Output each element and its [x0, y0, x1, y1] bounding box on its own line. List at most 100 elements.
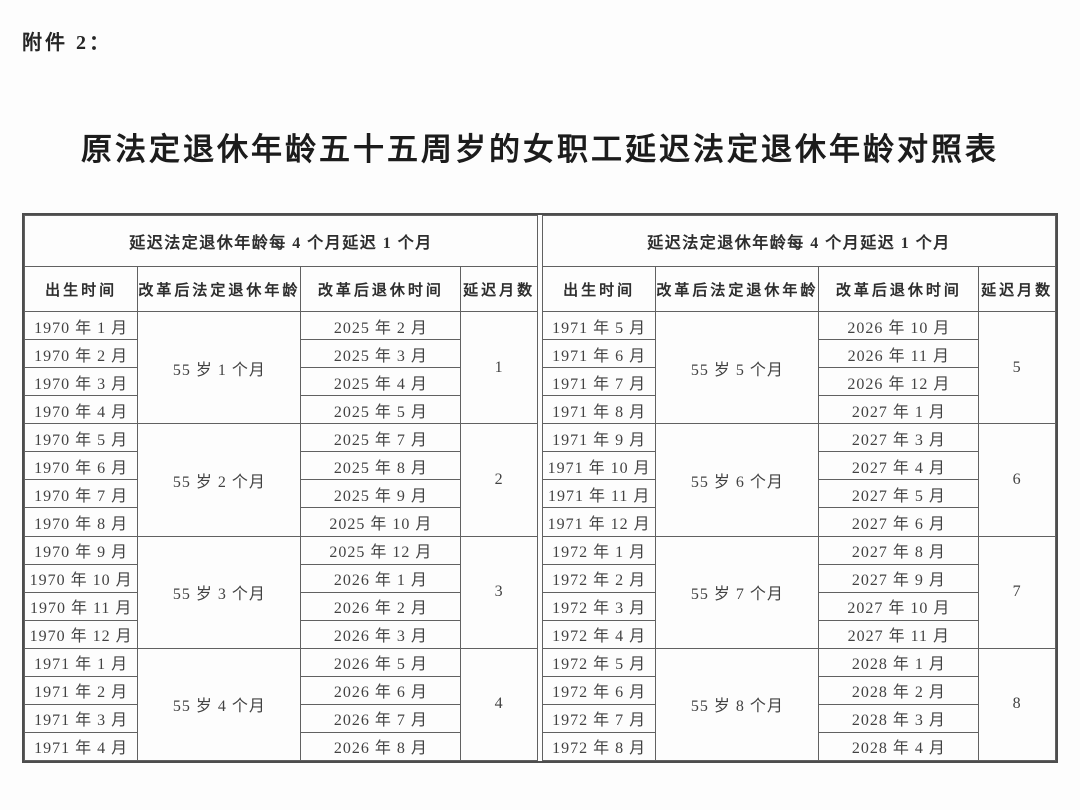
birth-month-cell: 1971 年 9 月 — [541, 423, 657, 453]
table-row: 1972 年 7 月 2028 年 3 月 — [541, 703, 1056, 733]
column-header-reform-retire-time: 改革后退休时间 — [818, 266, 980, 312]
retirement-time-cell: 2025 年 2 月 — [300, 310, 462, 341]
table-row: 1972 年 6 月 2028 年 2 月 — [541, 675, 1056, 705]
delay-months-cell: 2 — [460, 423, 538, 537]
retirement-time-cell: 2027 年 4 月 — [818, 451, 980, 481]
table-row: 1971 年 2 月 2026 年 6 月 — [23, 675, 538, 705]
retirement-time-cell: 2027 年 11 月 — [818, 619, 980, 649]
retirement-time-cell: 2027 年 1 月 — [818, 395, 980, 425]
retirement-time-cell: 2025 年 3 月 — [300, 339, 462, 369]
birth-month-cell: 1970 年 7 月 — [23, 479, 139, 509]
retirement-time-cell: 2025 年 12 月 — [300, 535, 462, 565]
birth-month-cell: 1970 年 10 月 — [23, 563, 139, 593]
retirement-table-container: 延迟法定退休年龄每 4 个月延迟 1 个月 出生时间 改革后法定退休年龄 改革后… — [22, 213, 1058, 763]
retirement-time-cell: 2025 年 9 月 — [300, 479, 462, 509]
birth-month-cell: 1971 年 7 月 — [541, 367, 657, 397]
table-row: 1970 年 7 月 2025 年 9 月 — [23, 479, 538, 509]
birth-month-cell: 1971 年 12 月 — [541, 507, 657, 537]
table-row: 1971 年 3 月 2026 年 7 月 — [23, 703, 538, 733]
retirement-time-cell: 2027 年 10 月 — [818, 591, 980, 621]
retirement-time-cell: 2025 年 10 月 — [300, 507, 462, 537]
birth-month-cell: 1971 年 11 月 — [541, 479, 657, 509]
table-row: 1970 年 4 月 2025 年 5 月 — [23, 395, 538, 425]
column-header-delay-months: 延迟月数 — [460, 266, 538, 312]
retirement-age-cell: 55 岁 7 个月 — [655, 535, 820, 649]
table-row: 1971 年 4 月 2026 年 8 月 — [23, 731, 538, 762]
birth-month-cell: 1972 年 1 月 — [541, 535, 657, 565]
table-body-right: 1971 年 5 月 55 岁 5 个月 2026 年 10 月 5 1971 年 6 … — [541, 310, 1056, 762]
retirement-time-cell: 2025 年 4 月 — [300, 367, 462, 397]
birth-month-cell: 1971 年 1 月 — [23, 647, 139, 677]
column-header-reform-retire-time: 改革后退休时间 — [300, 266, 462, 312]
birth-month-cell: 1970 年 12 月 — [23, 619, 139, 649]
delay-months-cell: 5 — [978, 310, 1056, 425]
table-row: 1970 年 2 月 2025 年 3 月 — [23, 339, 538, 369]
retirement-time-cell: 2027 年 8 月 — [818, 535, 980, 565]
table-row: 1972 年 8 月 2028 年 4 月 — [541, 731, 1056, 762]
retirement-time-cell: 2026 年 8 月 — [300, 731, 462, 762]
table-row: 1970 年 8 月 2025 年 10 月 — [23, 507, 538, 537]
table-row: 1971 年 6 月 2026 年 11 月 — [541, 339, 1056, 369]
retirement-time-cell: 2025 年 7 月 — [300, 423, 462, 453]
retirement-time-cell: 2026 年 6 月 — [300, 675, 462, 705]
table-row: 1971 年 7 月 2026 年 12 月 — [541, 367, 1056, 397]
table-row: 1971 年 12 月 2027 年 6 月 — [541, 507, 1056, 537]
birth-month-cell: 1972 年 8 月 — [541, 731, 657, 762]
group-header-row: 延迟法定退休年龄每 4 个月延迟 1 个月 — [24, 215, 538, 267]
birth-month-cell: 1970 年 5 月 — [23, 423, 139, 453]
table-row: 1970 年 6 月 2025 年 8 月 — [23, 451, 538, 481]
retirement-time-cell: 2026 年 10 月 — [818, 310, 980, 341]
page-title: 原法定退休年龄五十五周岁的女职工延迟法定退休年龄对照表 — [81, 132, 999, 167]
table-body-left: 1970 年 1 月 55 岁 1 个月 2025 年 2 月 1 1970 年 2 月… — [23, 310, 538, 762]
birth-month-cell: 1972 年 6 月 — [541, 675, 657, 705]
column-header-delay-months: 延迟月数 — [978, 266, 1056, 312]
group-header-cell: 延迟法定退休年龄每 4 个月延迟 1 个月 — [24, 215, 538, 267]
birth-month-cell: 1972 年 2 月 — [541, 563, 657, 593]
retirement-age-cell: 55 岁 6 个月 — [655, 423, 820, 537]
table-row: 1972 年 2 月 2027 年 9 月 — [541, 563, 1056, 593]
retirement-age-cell: 55 岁 2 个月 — [137, 423, 302, 537]
retirement-time-cell: 2027 年 5 月 — [818, 479, 980, 509]
group-header-cell: 延迟法定退休年龄每 4 个月延迟 1 个月 — [542, 215, 1056, 267]
column-header-reform-age: 改革后法定退休年龄 — [137, 266, 302, 312]
column-header-birth-time: 出生时间 — [541, 266, 657, 312]
retirement-time-cell: 2026 年 1 月 — [300, 563, 462, 593]
birth-month-cell: 1970 年 4 月 — [23, 395, 139, 425]
birth-month-cell: 1971 年 4 月 — [23, 731, 139, 762]
retirement-time-cell: 2026 年 5 月 — [300, 647, 462, 677]
column-header-row: 出生时间 改革后法定退休年龄 改革后退休时间 延迟月数 — [23, 266, 538, 312]
birth-month-cell: 1971 年 2 月 — [23, 675, 139, 705]
retirement-time-cell: 2026 年 12 月 — [818, 367, 980, 397]
table-row: 1970 年 12 月 2026 年 3 月 — [23, 619, 538, 649]
retirement-time-cell: 2028 年 2 月 — [818, 675, 980, 705]
retirement-time-cell: 2025 年 8 月 — [300, 451, 462, 481]
retirement-time-cell: 2025 年 5 月 — [300, 395, 462, 425]
birth-month-cell: 1971 年 5 月 — [541, 310, 657, 341]
birth-month-cell: 1972 年 5 月 — [541, 647, 657, 677]
birth-month-cell: 1970 年 6 月 — [23, 451, 139, 481]
birth-month-cell: 1971 年 6 月 — [541, 339, 657, 369]
retirement-table-right: 延迟法定退休年龄每 4 个月延迟 1 个月 出生时间 改革后法定退休年龄 改革后… — [541, 215, 1056, 762]
retirement-age-cell: 55 岁 5 个月 — [655, 310, 820, 425]
birth-month-cell: 1970 年 3 月 — [23, 367, 139, 397]
table-header-left: 延迟法定退休年龄每 4 个月延迟 1 个月 出生时间 改革后法定退休年龄 改革后… — [23, 215, 538, 312]
birth-month-cell: 1970 年 9 月 — [23, 535, 139, 565]
retirement-time-cell: 2028 年 3 月 — [818, 703, 980, 733]
table-row: 1970 年 11 月 2026 年 2 月 — [23, 591, 538, 621]
table-row: 1972 年 4 月 2027 年 11 月 — [541, 619, 1056, 649]
retirement-time-cell: 2026 年 11 月 — [818, 339, 980, 369]
retirement-time-cell: 2027 年 6 月 — [818, 507, 980, 537]
retirement-time-cell: 2026 年 2 月 — [300, 591, 462, 621]
retirement-time-cell: 2028 年 4 月 — [818, 731, 980, 762]
retirement-time-cell: 2027 年 9 月 — [818, 563, 980, 593]
table-row: 1971 年 11 月 2027 年 5 月 — [541, 479, 1056, 509]
birth-month-cell: 1970 年 8 月 — [23, 507, 139, 537]
